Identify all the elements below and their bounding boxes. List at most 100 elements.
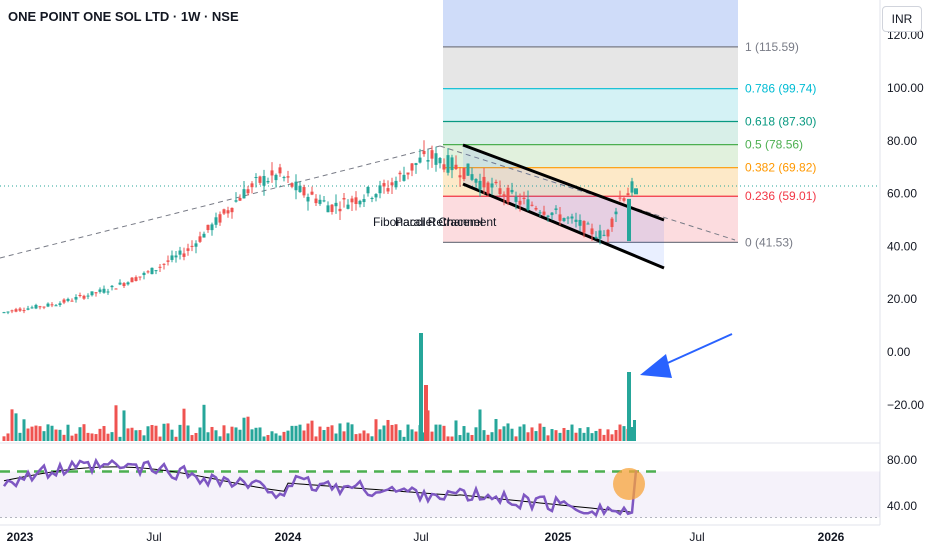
candle-body xyxy=(362,199,366,203)
candle-body xyxy=(414,163,418,166)
volume-bar xyxy=(606,429,610,441)
candle-body xyxy=(138,276,142,278)
candle-body xyxy=(382,183,386,187)
volume-bar xyxy=(150,425,154,441)
volume-bar xyxy=(518,426,522,441)
candle-body xyxy=(246,189,250,194)
volume-bar xyxy=(302,430,306,441)
candle-body xyxy=(394,180,398,188)
candle-body xyxy=(146,271,150,273)
candle-body xyxy=(302,187,306,196)
volume-bar xyxy=(14,413,18,441)
volume-bar xyxy=(594,430,598,441)
volume-bar xyxy=(18,432,22,441)
volume-bar xyxy=(462,426,466,441)
candle-body xyxy=(142,272,146,276)
candle-body xyxy=(342,198,346,200)
candle-body xyxy=(454,164,458,169)
volume-bar xyxy=(578,428,582,441)
candle-body xyxy=(358,200,362,205)
volume-bar xyxy=(130,427,134,441)
volume-bar xyxy=(486,434,490,441)
volume-bar xyxy=(514,436,518,441)
callout-arrow-head xyxy=(640,354,672,378)
rsi-tick-label: 80.00 xyxy=(887,453,917,467)
price-tick-label: 20.00 xyxy=(887,292,917,306)
candle-body xyxy=(42,306,46,308)
candle-body xyxy=(586,223,590,225)
fib-level-label: 0 (41.53) xyxy=(745,235,793,249)
fib-band-0.786 xyxy=(443,88,738,122)
candle-body xyxy=(310,191,314,195)
candle-body xyxy=(186,248,190,251)
price-tick-label: −20.00 xyxy=(887,398,924,412)
volume-bar xyxy=(378,429,382,441)
candle-body xyxy=(230,207,234,213)
candle-body xyxy=(386,188,390,192)
volume-bar xyxy=(442,425,446,441)
fib-name-label: Fibonacci Retracement xyxy=(373,215,497,229)
candle-body xyxy=(574,219,578,222)
volume-bar-spike xyxy=(627,372,631,441)
volume-bar xyxy=(354,434,358,441)
time-tick-label: 2024 xyxy=(275,530,302,544)
volume-bar-spike xyxy=(419,333,423,441)
candle-body xyxy=(338,208,342,212)
volume-bar xyxy=(102,426,106,441)
candle-body xyxy=(74,297,78,300)
candle-body xyxy=(354,197,358,204)
time-tick-label: 2025 xyxy=(545,530,572,544)
candle-body xyxy=(462,167,466,180)
candle-body xyxy=(546,215,550,217)
candle-body xyxy=(70,300,74,302)
candle-body xyxy=(2,312,6,314)
rsi-line xyxy=(2,457,638,518)
volume-bar xyxy=(222,425,226,441)
volume-bar xyxy=(270,431,274,441)
volume-bar xyxy=(446,436,450,441)
candle-body xyxy=(98,289,102,292)
candle-body xyxy=(194,243,198,247)
volume-bar xyxy=(326,426,330,441)
volume-bar xyxy=(266,435,270,441)
candle-body xyxy=(614,211,618,215)
volume-bar xyxy=(78,427,82,441)
candle-body xyxy=(10,310,14,312)
currency-button[interactable]: INR xyxy=(882,6,922,32)
volume-bar xyxy=(38,426,42,441)
volume-bar xyxy=(366,433,370,441)
price-tick-label: 40.00 xyxy=(887,239,917,253)
volume-bar xyxy=(490,432,494,441)
candle-body xyxy=(390,182,394,186)
candle-body xyxy=(618,197,622,199)
candle-body xyxy=(446,155,450,173)
volume-bar xyxy=(258,427,262,441)
volume-bar xyxy=(506,423,510,441)
candle-body xyxy=(534,208,538,210)
volume-bar xyxy=(234,427,238,441)
volume-bar xyxy=(10,409,14,441)
volume-bar xyxy=(534,431,538,441)
candle-body xyxy=(326,205,330,213)
time-tick-label: 2023 xyxy=(7,530,34,544)
volume-bar xyxy=(70,435,74,441)
volume-bar xyxy=(434,424,438,441)
candle-body xyxy=(418,157,422,163)
candle-body xyxy=(78,295,82,297)
candle-body xyxy=(606,229,610,237)
volume-bar xyxy=(466,432,470,441)
fib-level-label: 0.5 (78.56) xyxy=(745,138,803,152)
candle-body xyxy=(234,200,238,202)
candle-body xyxy=(378,185,382,194)
candle-body xyxy=(522,197,526,200)
volume-bar xyxy=(394,424,398,441)
candle-body xyxy=(114,288,118,290)
volume-bar xyxy=(310,420,314,441)
volume-bar xyxy=(410,429,414,441)
volume-bar xyxy=(294,425,298,441)
price-tick-label: 0.00 xyxy=(887,345,911,359)
volume-bar xyxy=(494,419,498,441)
candle-body xyxy=(58,303,62,305)
volume-bar xyxy=(386,419,390,441)
volume-bar xyxy=(582,432,586,441)
